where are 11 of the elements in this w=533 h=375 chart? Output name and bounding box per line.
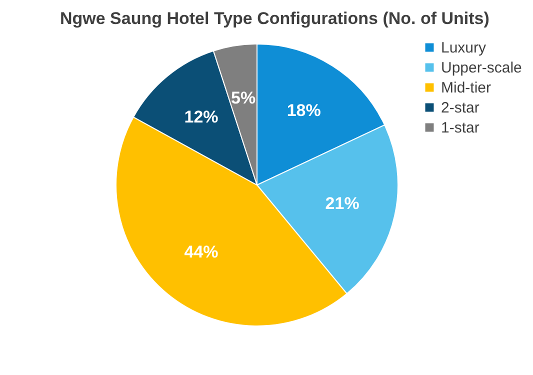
legend-label: Luxury [441, 40, 487, 56]
chart-title: Ngwe Saung Hotel Type Configurations (No. of Units) [60, 9, 490, 28]
data-label: 12% [184, 108, 218, 127]
legend-label: Upper-scale [441, 60, 522, 76]
legend-label: Mid-tier [441, 80, 492, 96]
legend-label: 2-star [441, 100, 480, 116]
data-label: 21% [325, 194, 360, 214]
data-label: 18% [286, 101, 321, 120]
data-label: 44% [184, 242, 218, 262]
legend-label: 1-star [441, 120, 480, 136]
data-label: 5% [231, 88, 256, 108]
